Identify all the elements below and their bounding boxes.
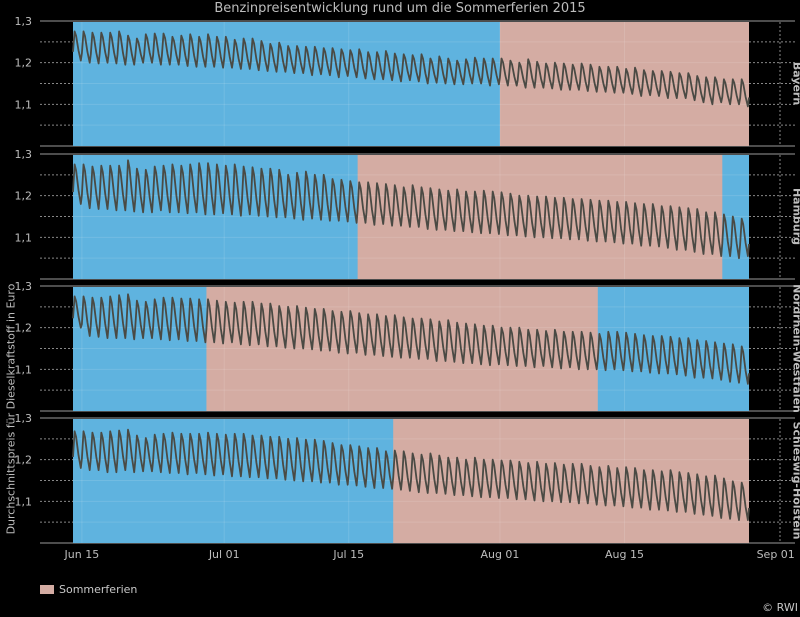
- x-tick-label: Sep 01: [757, 548, 795, 561]
- y-tick-label: 1,2: [15, 322, 33, 335]
- x-tick-label: Jul 15: [332, 548, 364, 561]
- panel-label: Schleswig-Holstein: [790, 422, 800, 540]
- x-tick-label: Jun 15: [64, 548, 100, 561]
- panel-label: Hamburg: [790, 188, 800, 245]
- legend-swatch-sommerferien: [40, 585, 54, 594]
- price-line-bayern: [72, 30, 750, 108]
- panel-label: Nordrhein-Westfalen: [790, 284, 800, 413]
- y-tick-label: 1,3: [15, 148, 33, 161]
- x-tick-label: Jul 01: [208, 548, 240, 561]
- y-tick-label: 1,2: [15, 190, 33, 203]
- price-line-hamburg: [72, 159, 750, 260]
- x-tick-label: Aug 15: [605, 548, 644, 561]
- y-tick-label: 1,1: [15, 363, 33, 376]
- legend: Sommerferien: [40, 583, 137, 596]
- legend-label: Sommerferien: [59, 583, 138, 596]
- y-tick-label: 1,3: [15, 280, 33, 293]
- y-tick-label: 1,1: [15, 231, 33, 244]
- y-tick-label: 1,1: [15, 98, 33, 111]
- y-tick-label: 1,2: [15, 454, 33, 467]
- chart-title: Benzinpreisentwicklung rund um die Somme…: [214, 1, 586, 16]
- y-tick-label: 1,1: [15, 495, 33, 508]
- price-line-nordrhein-westfalen: [72, 293, 750, 385]
- y-tick-label: 1,3: [15, 15, 33, 28]
- price-line-schleswig-holstein: [72, 428, 750, 521]
- copyright-credit: © RWI: [762, 601, 798, 614]
- y-tick-label: 1,3: [15, 412, 33, 425]
- panel-label: Bayern: [790, 62, 800, 105]
- y-tick-label: 1,2: [15, 57, 33, 70]
- y-axis-title: Durchschnittspreis für Dieselkraftstoff …: [4, 283, 17, 534]
- x-tick-label: Aug 01: [480, 548, 519, 561]
